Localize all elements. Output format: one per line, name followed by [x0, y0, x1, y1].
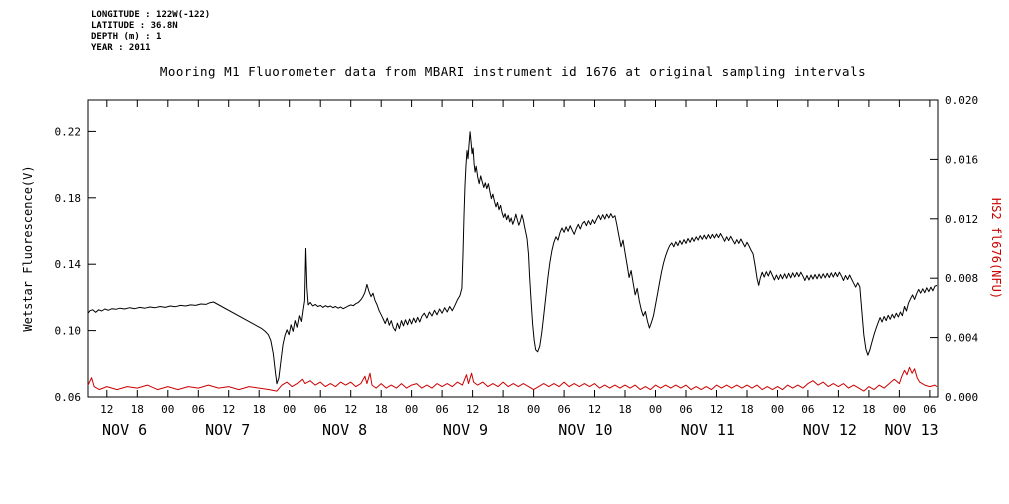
x-tick-label: 12 — [100, 403, 113, 416]
x-tick-label: 00 — [283, 403, 296, 416]
x-tick-label: 00 — [893, 403, 906, 416]
date-label: NOV 13 — [885, 421, 939, 439]
right-tick-label: 0.000 — [945, 391, 978, 404]
station-metadata: LONGITUDE : 122W(-122) LATITUDE : 36.8N … — [91, 10, 210, 54]
x-tick-label: 00 — [771, 403, 784, 416]
left-tick-label: 0.06 — [55, 391, 82, 404]
x-tick-label: 12 — [344, 403, 357, 416]
left-tick-label: 0.18 — [55, 192, 82, 205]
date-label: NOV 7 — [205, 421, 250, 439]
x-tick-label: 12 — [710, 403, 723, 416]
x-tick-label: 18 — [862, 403, 875, 416]
date-label: NOV 6 — [102, 421, 147, 439]
date-label: NOV 9 — [443, 421, 488, 439]
date-label: NOV 8 — [322, 421, 367, 439]
left-tick-label: 0.10 — [55, 325, 82, 338]
metadata-latitude: LATITUDE : 36.8N — [91, 21, 178, 31]
x-tick-label: 00 — [649, 403, 662, 416]
x-tick-label: 06 — [679, 403, 692, 416]
metadata-depth: DEPTH (m) : 1 — [91, 32, 162, 42]
date-label: NOV 10 — [558, 421, 612, 439]
date-label: NOV 12 — [803, 421, 857, 439]
right-tick-label: 0.012 — [945, 213, 978, 226]
x-tick-label: 12 — [588, 403, 601, 416]
x-tick-label: 06 — [923, 403, 936, 416]
right-tick-label: 0.016 — [945, 153, 978, 166]
x-tick-label: 18 — [131, 403, 144, 416]
x-tick-label: 12 — [832, 403, 845, 416]
right-tick-label: 0.020 — [945, 94, 978, 107]
plot-border — [87, 99, 939, 398]
date-label: NOV 11 — [681, 421, 735, 439]
x-tick-label: 00 — [527, 403, 540, 416]
x-tick-label: 18 — [740, 403, 753, 416]
x-tick-label: 18 — [375, 403, 388, 416]
right-tick-label: 0.008 — [945, 272, 978, 285]
right-tick-label: 0.004 — [945, 332, 978, 345]
x-tick-label: 18 — [496, 403, 509, 416]
x-tick-label: 06 — [435, 403, 448, 416]
x-tick-label: 06 — [192, 403, 205, 416]
x-tick-label: 06 — [557, 403, 570, 416]
chart-title: Mooring M1 Fluorometer data from MBARI i… — [159, 64, 867, 79]
x-tick-label: 06 — [801, 403, 814, 416]
metadata-year: YEAR : 2011 — [91, 43, 151, 53]
x-tick-label: 12 — [466, 403, 479, 416]
series-hs2-fl676-nfu — [87, 366, 938, 392]
left-tick-label: 0.22 — [55, 125, 82, 138]
x-tick-label: 12 — [222, 403, 235, 416]
x-tick-label: 18 — [618, 403, 631, 416]
x-tick-label: 00 — [405, 403, 418, 416]
x-tick-label: 06 — [314, 403, 327, 416]
x-tick-label: 00 — [161, 403, 174, 416]
left-axis-title: Wetstar Fluorescence(V) — [21, 165, 35, 331]
series-wetstar-fluorescence-v — [87, 131, 938, 385]
right-axis-title: HS2 fl676(NFU) — [989, 198, 1003, 299]
metadata-longitude: LONGITUDE : 122W(-122) — [91, 10, 211, 20]
left-tick-label: 0.14 — [55, 258, 82, 271]
x-tick-label: 18 — [253, 403, 266, 416]
